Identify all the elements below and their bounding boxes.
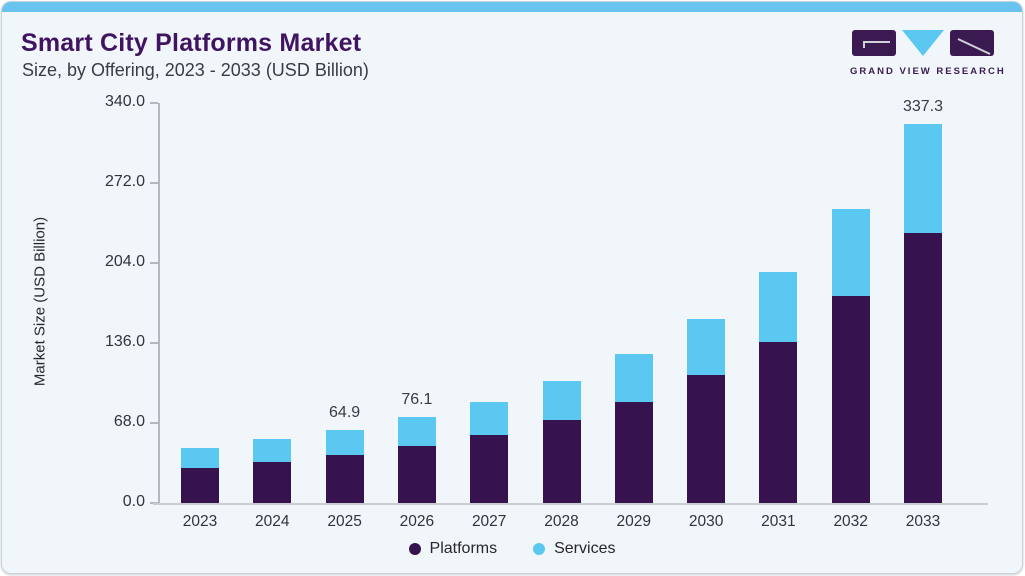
bar-segment-services-2026 (397, 417, 436, 446)
y-axis-tick-label: 136.0 (104, 333, 145, 350)
bar-segment-services-2032 (831, 208, 870, 296)
y-axis-tick-label: 68.0 (113, 413, 145, 430)
bar-segment-platforms-2028 (542, 419, 581, 503)
x-axis-line (153, 503, 988, 505)
x-axis-category-label: 2031 (761, 513, 796, 530)
bar-segment-platforms-2031 (759, 342, 798, 503)
bar-segment-services-2023 (181, 447, 219, 468)
y-axis-tick (150, 102, 158, 104)
y-axis-tick (150, 422, 158, 424)
x-axis-category-label: 2025 (327, 513, 362, 530)
bar-segment-platforms-2026 (397, 445, 436, 503)
bar-segment-services-2033 (904, 123, 942, 233)
legend-dot-services (533, 543, 546, 555)
bar-segment-platforms-2030 (687, 375, 726, 503)
top-accent-bar (2, 2, 1022, 12)
bar-segment-services-2024 (253, 439, 292, 463)
bar-segment-platforms-2032 (831, 295, 870, 503)
bar-segment-services-2027 (470, 401, 509, 436)
x-axis-category-label: 2027 (471, 513, 507, 530)
bar-segment-platforms-2033 (904, 232, 942, 503)
x-axis-category-label: 2032 (833, 513, 868, 530)
page-subtitle: Size, by Offering, 2023 - 2033 (USD Bill… (22, 60, 369, 80)
legend-item-services: Services (533, 540, 615, 558)
bar-segment-platforms-2027 (470, 435, 509, 503)
bar-segment-services-2031 (759, 272, 798, 342)
y-axis-tick-label: 340.0 (104, 93, 145, 110)
logo-text: GRAND VIEW RESEARCH (850, 66, 1006, 77)
bar-segment-platforms-2029 (614, 401, 653, 503)
y-axis-tick (150, 262, 158, 264)
bar-segment-platforms-2024 (253, 462, 292, 503)
legend-label: Platforms (429, 540, 498, 557)
bar-total-label: 64.9 (329, 403, 361, 421)
y-axis-tick-label: 204.0 (104, 253, 145, 270)
x-axis-category-label: 2030 (688, 513, 724, 530)
bar-total-label: 76.1 (401, 391, 433, 409)
legend-item-platforms: Platforms (408, 540, 498, 558)
page-title: Smart City Platforms Market (21, 29, 362, 57)
bar-segment-services-2028 (542, 381, 581, 420)
x-axis-category-label: 2026 (399, 513, 435, 530)
bar-segment-services-2025 (325, 429, 364, 456)
bar-segment-platforms-2023 (181, 468, 219, 503)
bar-segment-services-2029 (614, 353, 653, 402)
bar-total-label: 337.3 (902, 97, 944, 115)
y-axis-tick (150, 182, 158, 184)
x-axis-category-label: 2024 (255, 513, 290, 530)
x-axis-category-label: 2029 (616, 513, 652, 530)
y-axis-tick-label: 0.0 (122, 493, 145, 510)
x-axis-category-label: 2033 (905, 513, 941, 530)
gvr-logo-icon (852, 30, 994, 56)
x-axis-category-label: 2023 (182, 513, 218, 530)
bar-segment-services-2030 (687, 319, 726, 376)
legend-label: Services (554, 540, 616, 557)
y-axis-tick-label: 272.0 (104, 173, 145, 190)
y-axis-tick (150, 342, 158, 344)
x-axis-category-label: 2028 (544, 513, 579, 530)
grand-view-research-logo: GRAND VIEW RESEARCH (850, 28, 1006, 77)
y-axis-line (158, 103, 160, 504)
legend: Platforms Services (2, 540, 1022, 558)
bar-segment-platforms-2025 (325, 455, 364, 503)
y-axis-title: Market Size (USD Billion) (31, 216, 49, 387)
legend-dot-platforms (408, 543, 421, 555)
